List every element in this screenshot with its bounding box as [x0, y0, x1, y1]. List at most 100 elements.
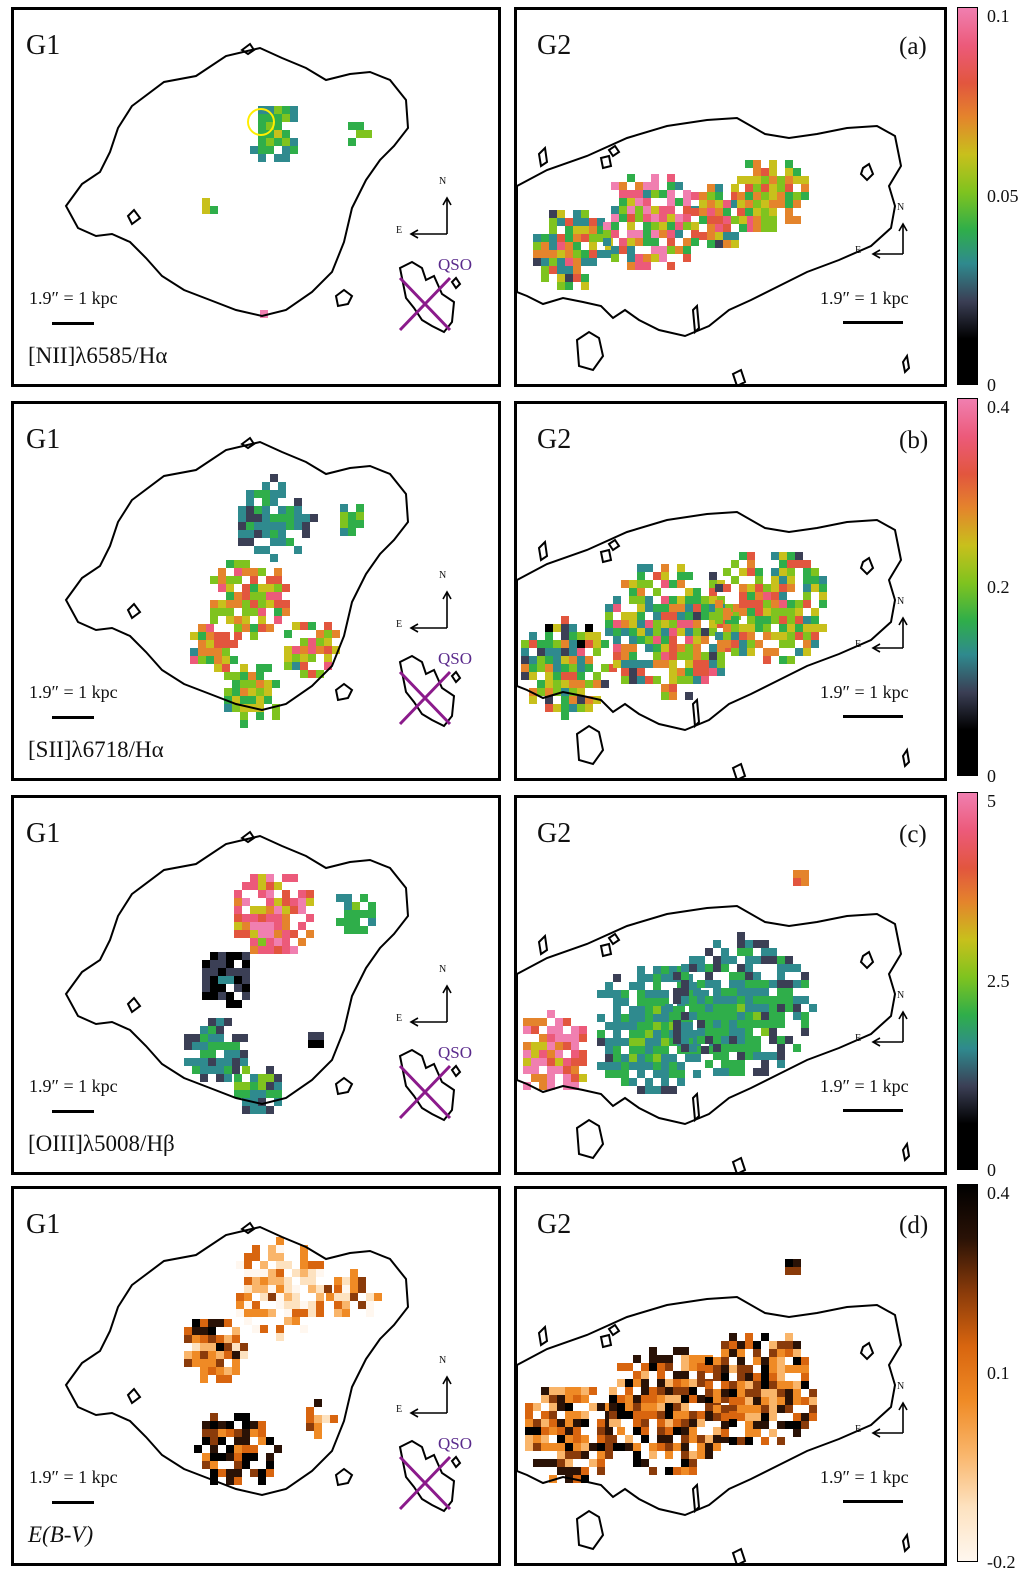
map-pixel [298, 906, 306, 914]
map-pixel [226, 560, 234, 568]
map-pixel [589, 1403, 597, 1411]
map-pixel [555, 1058, 563, 1066]
map-pixel [657, 1363, 665, 1371]
map-pixel [777, 972, 785, 980]
map-pixel [701, 628, 709, 636]
map-pixel [202, 992, 210, 1000]
map-pixel [771, 584, 779, 592]
map-pixel [340, 520, 348, 528]
map-pixel [769, 1397, 777, 1405]
qso-marker [398, 276, 452, 332]
map-pixel [761, 1028, 769, 1036]
map-pixel [625, 1411, 633, 1419]
map-pixel [581, 258, 589, 266]
g2-contour-island [859, 950, 875, 970]
map-pixel [547, 1050, 555, 1058]
map-pixel [721, 948, 729, 956]
map-pixel [669, 668, 677, 676]
map-pixel [260, 1293, 268, 1301]
map-pixel [334, 1293, 342, 1301]
map-pixel [192, 1351, 200, 1359]
map-pixel [200, 1050, 208, 1058]
map-pixel [234, 914, 242, 922]
map-pixel [721, 1421, 729, 1429]
map-pixel [252, 1285, 260, 1293]
map-pixel [300, 646, 308, 654]
map-pixel [284, 662, 292, 670]
map-pixel [258, 146, 266, 154]
map-pixel [581, 210, 589, 218]
map-pixel [669, 604, 677, 612]
map-pixel [761, 1381, 769, 1389]
map-pixel [224, 704, 232, 712]
map-pixel [755, 624, 763, 632]
map-pixel [521, 672, 529, 680]
map-pixel [537, 664, 545, 672]
map-pixel [585, 640, 593, 648]
compass-arrows [409, 984, 452, 1027]
map-pixel [224, 1058, 232, 1066]
map-pixel [270, 530, 278, 538]
map-pixel [713, 1405, 721, 1413]
map-pixel [717, 668, 725, 676]
map-pixel [613, 1062, 621, 1070]
map-pixel [258, 568, 266, 576]
map-pixel [266, 1082, 274, 1090]
map-pixel [645, 1086, 653, 1094]
map-pixel [709, 588, 717, 596]
map-pixel [667, 198, 675, 206]
map-pixel [769, 1349, 777, 1357]
map-pixel [316, 1261, 324, 1269]
map-pixel [731, 192, 739, 200]
map-pixel [290, 906, 298, 914]
map-pixel [549, 1427, 557, 1435]
map-pixel [585, 632, 593, 640]
map-pixel [737, 200, 745, 208]
map-pixel [637, 564, 645, 572]
map-pixel [755, 616, 763, 624]
map-pixel [685, 612, 693, 620]
map-pixel [334, 1285, 342, 1293]
map-pixel [803, 560, 811, 568]
map-pixel [653, 644, 661, 652]
map-pixel [274, 922, 282, 930]
map-pixel [761, 1421, 769, 1429]
map-pixel [258, 930, 266, 938]
map-pixel [589, 1387, 597, 1395]
line-ratio-label: E(B-V) [28, 1522, 94, 1547]
map-pixel [292, 1301, 300, 1309]
scale-label: 1.9″ = 1 kpc [29, 1076, 118, 1096]
map-pixel [200, 1335, 208, 1343]
map-pixel [374, 1293, 382, 1301]
map-pixel [541, 1427, 549, 1435]
g1-contour-island [240, 1221, 256, 1235]
map-pixel [657, 1403, 665, 1411]
map-pixel [669, 684, 677, 692]
map-pixel [242, 568, 250, 576]
map-pixel [801, 1397, 809, 1405]
map-pixel [274, 906, 282, 914]
map-pixel [234, 576, 242, 584]
g2-contour-island [859, 556, 875, 576]
map-pixel [745, 1052, 753, 1060]
map-pixel [300, 1309, 308, 1317]
map-pixel [787, 568, 795, 576]
map-pixel [779, 656, 787, 664]
map-pixel [266, 1090, 274, 1098]
map-pixel [705, 1028, 713, 1036]
map-pixel [677, 628, 685, 636]
map-pixel [653, 1030, 661, 1038]
map-pixel [210, 1445, 218, 1453]
map-pixel [300, 1325, 308, 1333]
map-pixel [649, 1403, 657, 1411]
map-pixel [569, 680, 577, 688]
map-pixel [649, 1411, 657, 1419]
map-pixel [715, 632, 723, 640]
compass-east: E [855, 639, 862, 650]
map-pixel [801, 1020, 809, 1028]
map-pixel [753, 1381, 761, 1389]
map-pixel [747, 560, 755, 568]
map-pixel [819, 584, 827, 592]
map-pixel [210, 616, 218, 624]
map-pixel [769, 1373, 777, 1381]
